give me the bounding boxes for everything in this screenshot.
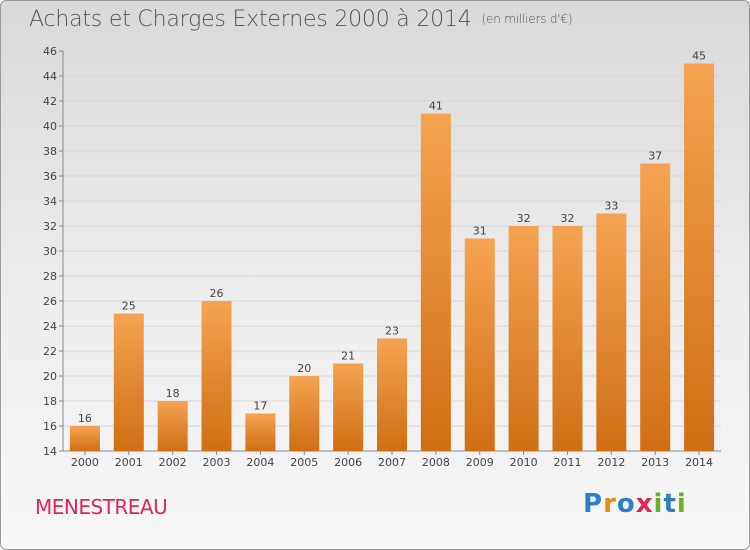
logo-letter: x xyxy=(635,489,654,519)
y-tick-label: 24 xyxy=(43,320,57,333)
bar-2004 xyxy=(245,413,276,451)
bars xyxy=(69,63,715,451)
x-tick-label: 2006 xyxy=(334,456,362,469)
y-tick-label: 40 xyxy=(43,120,57,133)
value-label: 32 xyxy=(560,212,574,225)
logo-letter: P xyxy=(583,489,604,519)
y-tick-label: 38 xyxy=(43,145,57,158)
value-label: 37 xyxy=(648,150,662,163)
x-tick-label: 2012 xyxy=(597,456,625,469)
proxiti-logo[interactable]: Proxiti xyxy=(583,489,687,519)
bar-2009 xyxy=(464,238,495,451)
bar-2011 xyxy=(552,226,583,451)
chart-unit: (en milliers d'€) xyxy=(481,12,573,26)
bar-2007 xyxy=(377,338,407,451)
value-label: 41 xyxy=(429,100,443,113)
value-label: 33 xyxy=(604,200,618,213)
value-label: 20 xyxy=(297,362,311,375)
x-tick-label: 2011 xyxy=(553,456,581,469)
x-tick-label: 2002 xyxy=(159,456,187,469)
bar-2014 xyxy=(684,63,715,451)
logo-letter: t xyxy=(663,489,677,519)
y-tick-label: 36 xyxy=(43,170,57,183)
bar-2005 xyxy=(289,376,320,451)
value-label: 32 xyxy=(517,212,531,225)
bar-2000 xyxy=(69,426,100,451)
y-tick-label: 44 xyxy=(43,70,57,83)
y-tick-label: 34 xyxy=(43,195,57,208)
value-label: 21 xyxy=(341,350,355,363)
city-name: MENESTREAU xyxy=(35,495,168,519)
y-tick-label: 42 xyxy=(43,95,57,108)
chart-title-text: Achats et Charges Externes 2000 à 2014 xyxy=(29,7,472,32)
logo-letter: o xyxy=(616,489,636,519)
value-label: 45 xyxy=(692,50,706,63)
bar-2006 xyxy=(333,363,364,451)
x-tick-label: 2007 xyxy=(378,456,406,469)
x-tick-label: 2013 xyxy=(641,456,669,469)
bar-2013 xyxy=(640,163,671,451)
y-tick-label: 26 xyxy=(43,295,57,308)
value-label: 23 xyxy=(385,325,399,338)
chart-title: Achats et Charges Externes 2000 à 2014 (e… xyxy=(29,7,573,32)
value-label: 26 xyxy=(210,287,224,300)
x-tick-label: 2001 xyxy=(115,456,143,469)
value-label: 17 xyxy=(253,400,267,413)
bar-2002 xyxy=(157,401,188,451)
logo-letter: i xyxy=(676,489,687,519)
bar-2001 xyxy=(113,313,144,451)
x-tick-label: 2008 xyxy=(422,456,450,469)
logo-letter: r xyxy=(603,489,617,519)
y-tick-label: 46 xyxy=(43,45,57,58)
value-label: 31 xyxy=(473,225,487,238)
x-tick-label: 2003 xyxy=(203,456,231,469)
y-tick-label: 28 xyxy=(43,270,57,283)
logo-letter: i xyxy=(653,489,664,519)
x-tick-label: 2014 xyxy=(685,456,713,469)
x-tick-label: 2005 xyxy=(290,456,318,469)
x-tick-label: 2004 xyxy=(246,456,274,469)
x-tick-label: 2000 xyxy=(71,456,99,469)
y-tick-label: 22 xyxy=(43,345,57,358)
y-tick-label: 20 xyxy=(43,370,57,383)
y-tick-label: 16 xyxy=(43,420,57,433)
y-tick-label: 30 xyxy=(43,245,57,258)
value-label: 16 xyxy=(78,412,92,425)
bar-2012 xyxy=(596,213,627,451)
y-tick-label: 18 xyxy=(43,395,57,408)
value-label: 18 xyxy=(166,387,180,400)
data-labels: 16 25 18 26 17 20 21 23 41 31 32 32 33 37 45 xyxy=(78,50,706,426)
bar-2008 xyxy=(420,113,451,451)
y-tick-label: 14 xyxy=(43,445,57,458)
bar-2010 xyxy=(508,226,539,451)
bar-2003 xyxy=(201,301,232,451)
x-tick-label: 2009 xyxy=(466,456,494,469)
value-label: 25 xyxy=(122,300,136,313)
y-tick-label: 32 xyxy=(43,220,57,233)
x-tick-label: 2010 xyxy=(510,456,538,469)
